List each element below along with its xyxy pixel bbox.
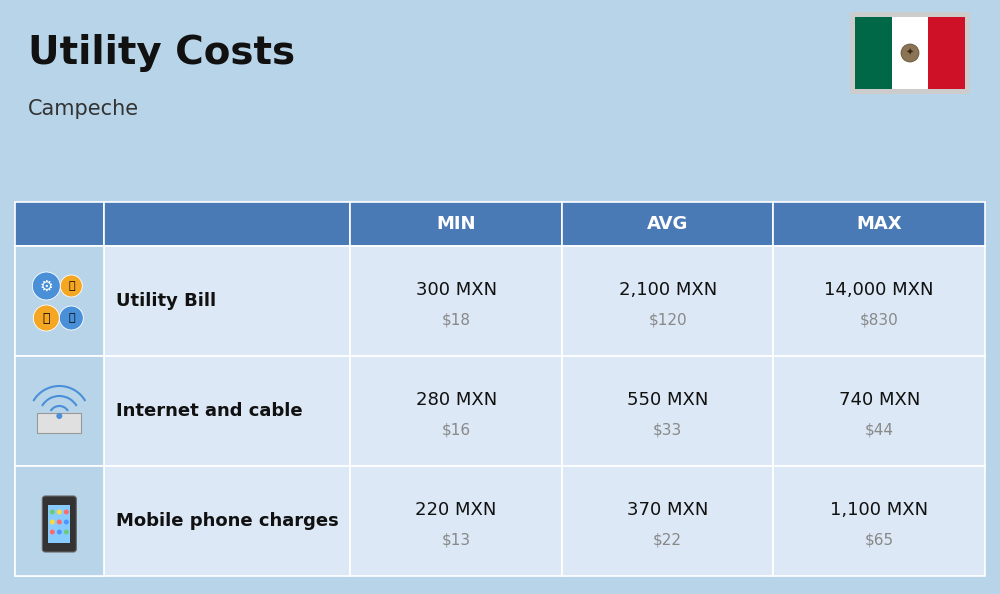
- Text: 📱: 📱: [68, 281, 75, 291]
- Text: 14,000 MXN: 14,000 MXN: [824, 281, 934, 299]
- Bar: [350, 466, 562, 576]
- Text: 220 MXN: 220 MXN: [415, 501, 497, 519]
- Text: Campeche: Campeche: [28, 99, 139, 119]
- Bar: [562, 246, 773, 356]
- Text: 280 MXN: 280 MXN: [416, 391, 497, 409]
- Text: $44: $44: [865, 422, 894, 437]
- Text: ⚙: ⚙: [40, 279, 53, 293]
- Text: MIN: MIN: [436, 215, 476, 233]
- Text: $33: $33: [653, 422, 682, 437]
- Text: 740 MXN: 740 MXN: [839, 391, 920, 409]
- Text: 300 MXN: 300 MXN: [416, 281, 497, 299]
- Bar: [104, 246, 350, 356]
- Circle shape: [64, 529, 69, 535]
- Text: 2,100 MXN: 2,100 MXN: [619, 281, 717, 299]
- Circle shape: [59, 306, 83, 330]
- Circle shape: [56, 413, 62, 419]
- Circle shape: [50, 510, 55, 514]
- Bar: [350, 356, 562, 466]
- Bar: [104, 202, 350, 246]
- Circle shape: [57, 510, 62, 514]
- Text: 1,100 MXN: 1,100 MXN: [830, 501, 928, 519]
- Text: 370 MXN: 370 MXN: [627, 501, 708, 519]
- Text: 🖼: 🖼: [68, 313, 75, 323]
- Bar: [855, 17, 892, 89]
- Bar: [562, 356, 773, 466]
- Circle shape: [33, 305, 59, 331]
- Text: MAX: MAX: [856, 215, 902, 233]
- Circle shape: [32, 272, 60, 300]
- Text: 550 MXN: 550 MXN: [627, 391, 708, 409]
- Text: Internet and cable: Internet and cable: [116, 402, 302, 420]
- Text: $120: $120: [648, 312, 687, 327]
- Text: $22: $22: [653, 532, 682, 547]
- Bar: [350, 246, 562, 356]
- Bar: [15, 246, 104, 356]
- Bar: [773, 246, 985, 356]
- Text: AVG: AVG: [647, 215, 688, 233]
- FancyBboxPatch shape: [850, 12, 970, 94]
- Bar: [15, 466, 104, 576]
- Bar: [15, 246, 104, 356]
- Text: ✦: ✦: [906, 48, 914, 58]
- Bar: [15, 466, 104, 576]
- Text: $830: $830: [860, 312, 899, 327]
- Text: $13: $13: [442, 532, 471, 547]
- Text: Mobile phone charges: Mobile phone charges: [116, 512, 338, 530]
- FancyBboxPatch shape: [42, 496, 76, 552]
- Bar: [15, 356, 104, 466]
- Bar: [350, 202, 562, 246]
- Circle shape: [50, 529, 55, 535]
- Text: $18: $18: [442, 312, 471, 327]
- Bar: [562, 202, 773, 246]
- Bar: [15, 202, 104, 246]
- Circle shape: [901, 44, 919, 62]
- Bar: [104, 466, 350, 576]
- Circle shape: [50, 520, 55, 525]
- Text: 🔌: 🔌: [43, 311, 50, 324]
- Bar: [773, 466, 985, 576]
- Circle shape: [64, 520, 69, 525]
- Bar: [773, 202, 985, 246]
- Text: $65: $65: [865, 532, 894, 547]
- Bar: [48, 505, 70, 543]
- Circle shape: [64, 510, 69, 514]
- Bar: [37, 413, 81, 433]
- Bar: [104, 356, 350, 466]
- Bar: [855, 17, 965, 89]
- Bar: [928, 17, 965, 89]
- Circle shape: [60, 275, 82, 297]
- Text: Utility Bill: Utility Bill: [116, 292, 216, 310]
- Text: $16: $16: [442, 422, 471, 437]
- Text: Utility Costs: Utility Costs: [28, 34, 295, 72]
- Circle shape: [57, 529, 62, 535]
- Bar: [562, 466, 773, 576]
- Circle shape: [57, 520, 62, 525]
- Bar: [15, 356, 104, 466]
- Bar: [773, 356, 985, 466]
